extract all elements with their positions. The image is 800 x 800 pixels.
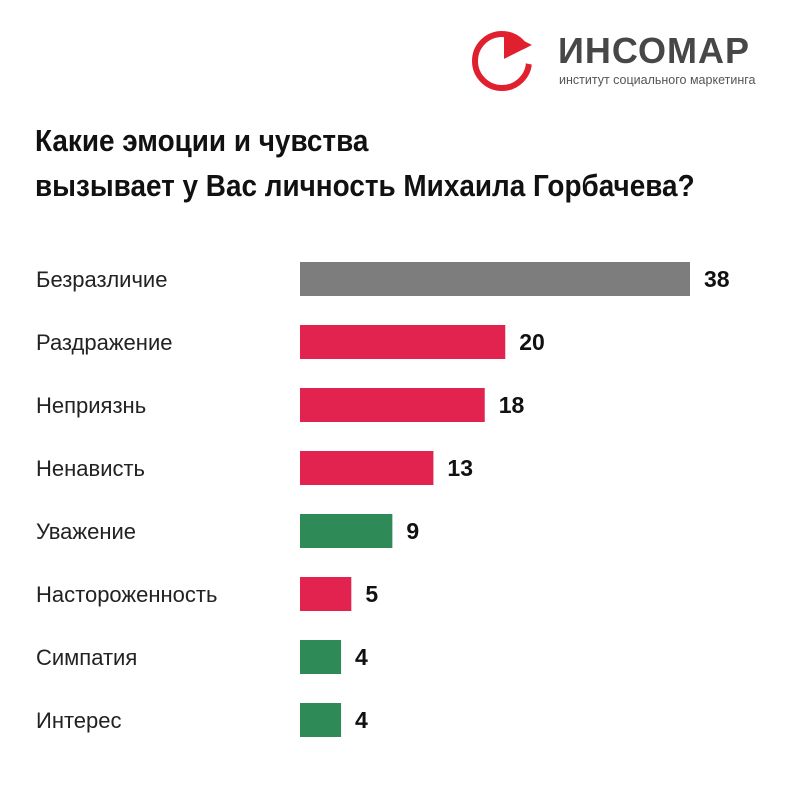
value-label: 38 xyxy=(704,266,730,292)
value-label: 4 xyxy=(355,644,368,670)
category-label: Уважение xyxy=(36,519,136,544)
category-label: Безразличие xyxy=(36,267,167,292)
chart-title-line-1: Какие эмоции и чувства xyxy=(35,123,369,158)
bar xyxy=(300,388,485,422)
category-label: Настороженность xyxy=(36,582,217,607)
bar xyxy=(300,262,690,296)
brand-tagline: институт социального маркетинга xyxy=(559,73,756,87)
bar xyxy=(300,451,434,485)
category-label: Ненависть xyxy=(36,456,145,481)
insomar-logo-icon xyxy=(472,31,534,91)
chart-title-line-2: вызывает у Вас личность Михаила Горбачев… xyxy=(35,168,695,203)
bar xyxy=(300,640,342,674)
brand-logo: ИНСОМАР институт социального маркетинга xyxy=(470,25,780,95)
value-label: 4 xyxy=(355,707,368,733)
value-label: 13 xyxy=(447,455,473,481)
value-label: 18 xyxy=(499,392,525,418)
category-label: Симпатия xyxy=(36,645,137,670)
chart-title: Какие эмоции и чувства вызывает у Вас ли… xyxy=(35,118,701,208)
value-label: 5 xyxy=(365,581,378,607)
value-label: 9 xyxy=(406,518,419,544)
brand-name: ИНСОМАР xyxy=(558,30,750,71)
bar xyxy=(300,325,506,359)
category-label: Раздражение xyxy=(36,330,172,355)
bar xyxy=(300,703,342,737)
bar xyxy=(300,577,352,611)
bar xyxy=(300,514,393,548)
category-label: Интерес xyxy=(36,708,122,733)
value-label: 20 xyxy=(519,329,545,355)
category-label: Неприязнь xyxy=(36,393,146,418)
